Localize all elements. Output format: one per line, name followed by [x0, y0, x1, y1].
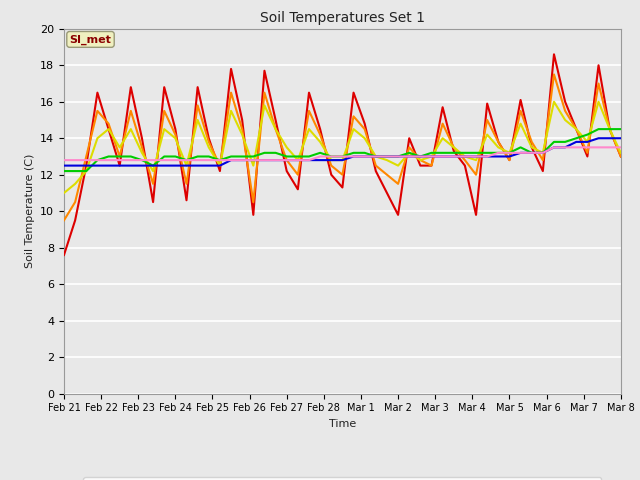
- Legend: TC1_2Cm, TC1_4Cm, TC1_8Cm, TC1_16Cm, TC1_32Cm, TC1_50Cm: TC1_2Cm, TC1_4Cm, TC1_8Cm, TC1_16Cm, TC1…: [83, 477, 602, 480]
- X-axis label: Time: Time: [329, 419, 356, 429]
- Title: Soil Temperatures Set 1: Soil Temperatures Set 1: [260, 11, 425, 25]
- Y-axis label: Soil Temperature (C): Soil Temperature (C): [24, 154, 35, 268]
- Text: SI_met: SI_met: [70, 34, 111, 45]
